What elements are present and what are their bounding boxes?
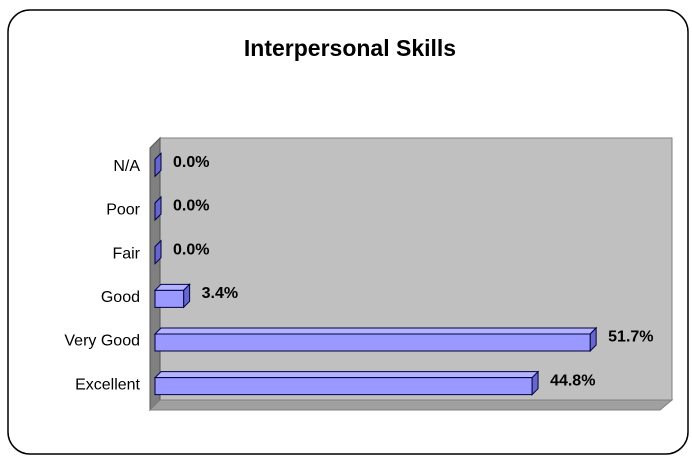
y-tick-label: Fair	[112, 245, 140, 262]
data-label: 44.8%	[550, 372, 595, 389]
bar-face	[153, 371, 540, 379]
y-tick-label: N/A	[113, 158, 140, 175]
bar	[153, 283, 191, 309]
bar	[153, 370, 540, 396]
bar	[153, 326, 598, 353]
data-label: 0.0%	[173, 154, 209, 171]
bar-face	[154, 289, 185, 308]
data-label: 51.7%	[608, 329, 653, 346]
y-tick-label: Excellent	[75, 376, 140, 393]
bar	[154, 195, 162, 222]
bar-face	[153, 327, 598, 335]
y-tick-label: Poor	[106, 202, 140, 219]
bar	[154, 152, 162, 178]
data-label: 3.4%	[202, 285, 238, 302]
y-tick-label: Very Good	[64, 333, 140, 350]
data-label: 0.0%	[173, 241, 209, 258]
bar	[154, 239, 162, 265]
side-wall	[149, 136, 161, 412]
floor	[148, 399, 674, 411]
chart-title: Interpersonal Skills	[244, 35, 456, 61]
y-tick-label: Good	[101, 289, 140, 306]
data-label: 0.0%	[173, 198, 209, 215]
back-wall	[159, 137, 673, 401]
bar-face	[154, 377, 533, 396]
bar-face	[154, 333, 591, 352]
